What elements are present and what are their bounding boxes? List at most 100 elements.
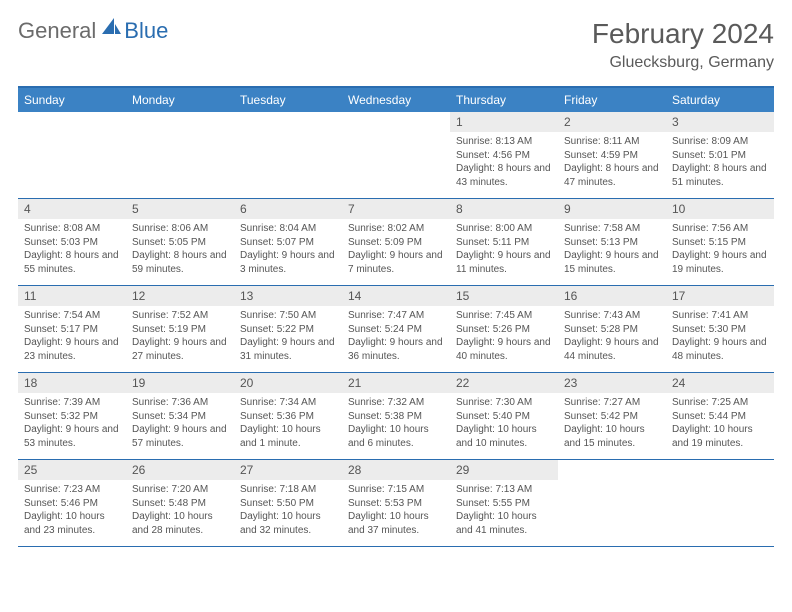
day-number: 10: [666, 199, 774, 219]
sunrise-text: Sunrise: 7:41 AM: [672, 309, 768, 323]
week-row: 11Sunrise: 7:54 AMSunset: 5:17 PMDayligh…: [18, 286, 774, 373]
week-row: 18Sunrise: 7:39 AMSunset: 5:32 PMDayligh…: [18, 373, 774, 460]
day-number: [342, 112, 450, 118]
day-cell: 10Sunrise: 7:56 AMSunset: 5:15 PMDayligh…: [666, 199, 774, 285]
day-cell: 16 Sunrise: 7:43 AMSunset: 5:28 PMDayligh…: [558, 286, 666, 372]
sunrise-text: Sunrise: 7:20 AM: [132, 483, 228, 497]
sunrise-text: Sunrise: 7:36 AM: [132, 396, 228, 410]
sunrise-text: Sunrise: 7:13 AM: [456, 483, 552, 497]
sunset-text: Sunset: 5:11 PM: [456, 236, 552, 250]
daylight-text: Daylight: 10 hours and 10 minutes.: [456, 423, 552, 450]
day-cell: 28Sunrise: 7:15 AMSunset: 5:53 PMDayligh…: [342, 460, 450, 546]
weekday-header-row: Sunday Monday Tuesday Wednesday Thursday…: [18, 88, 774, 112]
weekday-header: Sunday: [18, 88, 126, 112]
sunset-text: Sunset: 5:48 PM: [132, 497, 228, 511]
day-details: Sunrise: 7:18 AMSunset: 5:50 PMDaylight:…: [234, 480, 342, 543]
weekday-header: Thursday: [450, 88, 558, 112]
day-cell: 3Sunrise: 8:09 AMSunset: 5:01 PMDaylight…: [666, 112, 774, 198]
day-cell: 11Sunrise: 7:54 AMSunset: 5:17 PMDayligh…: [18, 286, 126, 372]
sunset-text: Sunset: 5:24 PM: [348, 323, 444, 337]
sunset-text: Sunset: 5:36 PM: [240, 410, 336, 424]
day-cell: 8Sunrise: 8:00 AMSunset: 5:11 PMDaylight…: [450, 199, 558, 285]
daylight-text: Daylight: 9 hours and 7 minutes.: [348, 249, 444, 276]
sunrise-text: Sunrise: 8:00 AM: [456, 222, 552, 236]
day-number: 22: [450, 373, 558, 393]
daylight-text: Daylight: 8 hours and 47 minutes.: [564, 162, 660, 189]
day-number: 14: [342, 286, 450, 306]
day-details: Sunrise: 8:08 AMSunset: 5:03 PMDaylight:…: [18, 219, 126, 282]
day-number: 20: [234, 373, 342, 393]
day-details: Sunrise: 8:11 AMSunset: 4:59 PMDaylight:…: [558, 132, 666, 195]
day-number: 2: [558, 112, 666, 132]
day-number: 12: [126, 286, 234, 306]
day-cell: 9Sunrise: 7:58 AMSunset: 5:13 PMDaylight…: [558, 199, 666, 285]
sunset-text: Sunset: 5:34 PM: [132, 410, 228, 424]
day-cell: 18Sunrise: 7:39 AMSunset: 5:32 PMDayligh…: [18, 373, 126, 459]
day-cell: 21Sunrise: 7:32 AMSunset: 5:38 PMDayligh…: [342, 373, 450, 459]
sunrise-text: Sunrise: 8:11 AM: [564, 135, 660, 149]
daylight-text: Daylight: 8 hours and 55 minutes.: [24, 249, 120, 276]
sunrise-text: Sunrise: 7:34 AM: [240, 396, 336, 410]
day-details: Sunrise: 7:20 AMSunset: 5:48 PMDaylight:…: [126, 480, 234, 543]
daylight-text: Daylight: 10 hours and 1 minute.: [240, 423, 336, 450]
day-details: Sunrise: 7:50 AMSunset: 5:22 PMDaylight:…: [234, 306, 342, 369]
day-cell: [558, 460, 666, 546]
brand-logo: General Blue: [18, 18, 168, 44]
day-number: 1: [450, 112, 558, 132]
sunset-text: Sunset: 5:09 PM: [348, 236, 444, 250]
day-details: Sunrise: 7:25 AMSunset: 5:44 PMDaylight:…: [666, 393, 774, 456]
day-cell: 1Sunrise: 8:13 AMSunset: 4:56 PMDaylight…: [450, 112, 558, 198]
sunset-text: Sunset: 5:01 PM: [672, 149, 768, 163]
day-details: Sunrise: 7:34 AMSunset: 5:36 PMDaylight:…: [234, 393, 342, 456]
sunset-text: Sunset: 5:03 PM: [24, 236, 120, 250]
day-number: 21: [342, 373, 450, 393]
sunrise-text: Sunrise: 7:43 AM: [564, 309, 660, 323]
daylight-text: Daylight: 10 hours and 28 minutes.: [132, 510, 228, 537]
daylight-text: Daylight: 9 hours and 27 minutes.: [132, 336, 228, 363]
day-cell: 23Sunrise: 7:27 AMSunset: 5:42 PMDayligh…: [558, 373, 666, 459]
day-cell: 27Sunrise: 7:18 AMSunset: 5:50 PMDayligh…: [234, 460, 342, 546]
day-cell: 12Sunrise: 7:52 AMSunset: 5:19 PMDayligh…: [126, 286, 234, 372]
daylight-text: Daylight: 9 hours and 36 minutes.: [348, 336, 444, 363]
day-number: 29: [450, 460, 558, 480]
day-number: [558, 460, 666, 466]
sunrise-text: Sunrise: 7:54 AM: [24, 309, 120, 323]
page-header: General Blue February 2024 Gluecksburg, …: [18, 18, 774, 72]
daylight-text: Daylight: 10 hours and 6 minutes.: [348, 423, 444, 450]
page-title: February 2024: [592, 18, 774, 50]
day-cell: 6Sunrise: 8:04 AMSunset: 5:07 PMDaylight…: [234, 199, 342, 285]
sunrise-text: Sunrise: 7:32 AM: [348, 396, 444, 410]
day-cell: 19Sunrise: 7:36 AMSunset: 5:34 PMDayligh…: [126, 373, 234, 459]
day-details: Sunrise: 7:41 AMSunset: 5:30 PMDaylight:…: [666, 306, 774, 369]
day-details: Sunrise: 8:09 AMSunset: 5:01 PMDaylight:…: [666, 132, 774, 195]
sunrise-text: Sunrise: 8:04 AM: [240, 222, 336, 236]
daylight-text: Daylight: 9 hours and 44 minutes.: [564, 336, 660, 363]
sunset-text: Sunset: 5:17 PM: [24, 323, 120, 337]
sunset-text: Sunset: 5:28 PM: [564, 323, 660, 337]
day-cell: 14Sunrise: 7:47 AMSunset: 5:24 PMDayligh…: [342, 286, 450, 372]
day-details: Sunrise: 8:02 AMSunset: 5:09 PMDaylight:…: [342, 219, 450, 282]
day-number: 3: [666, 112, 774, 132]
day-number: 16: [558, 286, 666, 306]
daylight-text: Daylight: 8 hours and 51 minutes.: [672, 162, 768, 189]
day-number: 24: [666, 373, 774, 393]
sunset-text: Sunset: 5:32 PM: [24, 410, 120, 424]
sunrise-text: Sunrise: 7:50 AM: [240, 309, 336, 323]
day-number: 15: [450, 286, 558, 306]
day-number: 7: [342, 199, 450, 219]
day-number: [666, 460, 774, 466]
day-cell: 25Sunrise: 7:23 AMSunset: 5:46 PMDayligh…: [18, 460, 126, 546]
sunrise-text: Sunrise: 8:06 AM: [132, 222, 228, 236]
day-cell: 29Sunrise: 7:13 AMSunset: 5:55 PMDayligh…: [450, 460, 558, 546]
day-number: 23: [558, 373, 666, 393]
day-cell: 24Sunrise: 7:25 AMSunset: 5:44 PMDayligh…: [666, 373, 774, 459]
sunset-text: Sunset: 5:44 PM: [672, 410, 768, 424]
brand-blue: Blue: [124, 18, 168, 44]
day-details: Sunrise: 7:45 AMSunset: 5:26 PMDaylight:…: [450, 306, 558, 369]
sunset-text: Sunset: 4:56 PM: [456, 149, 552, 163]
day-details: Sunrise: 7:27 AMSunset: 5:42 PMDaylight:…: [558, 393, 666, 456]
day-cell: 13Sunrise: 7:50 AMSunset: 5:22 PMDayligh…: [234, 286, 342, 372]
sunset-text: Sunset: 5:13 PM: [564, 236, 660, 250]
daylight-text: Daylight: 10 hours and 32 minutes.: [240, 510, 336, 537]
brand-general: General: [18, 18, 96, 44]
